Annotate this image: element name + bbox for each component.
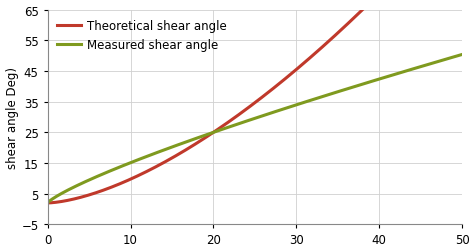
Line: Theoretical shear angle: Theoretical shear angle xyxy=(48,0,462,203)
Measured shear angle xyxy=(292,105,297,108)
Measured shear angle xyxy=(242,121,247,124)
Measured shear angle xyxy=(244,120,250,123)
Theoretical shear angle xyxy=(269,89,275,92)
Measured shear angle xyxy=(449,57,455,60)
Measured shear angle xyxy=(459,54,465,57)
Measured shear angle xyxy=(269,112,275,115)
Theoretical shear angle xyxy=(242,110,247,113)
Measured shear angle xyxy=(384,76,390,79)
Line: Measured shear angle: Measured shear angle xyxy=(48,55,462,203)
Measured shear angle xyxy=(45,202,50,205)
Y-axis label: shear angle Deg): shear angle Deg) xyxy=(6,67,19,168)
Theoretical shear angle xyxy=(244,108,250,111)
Theoretical shear angle xyxy=(292,70,297,73)
Theoretical shear angle xyxy=(45,202,50,205)
Legend: Theoretical shear angle, Measured shear angle: Theoretical shear angle, Measured shear … xyxy=(54,16,230,55)
